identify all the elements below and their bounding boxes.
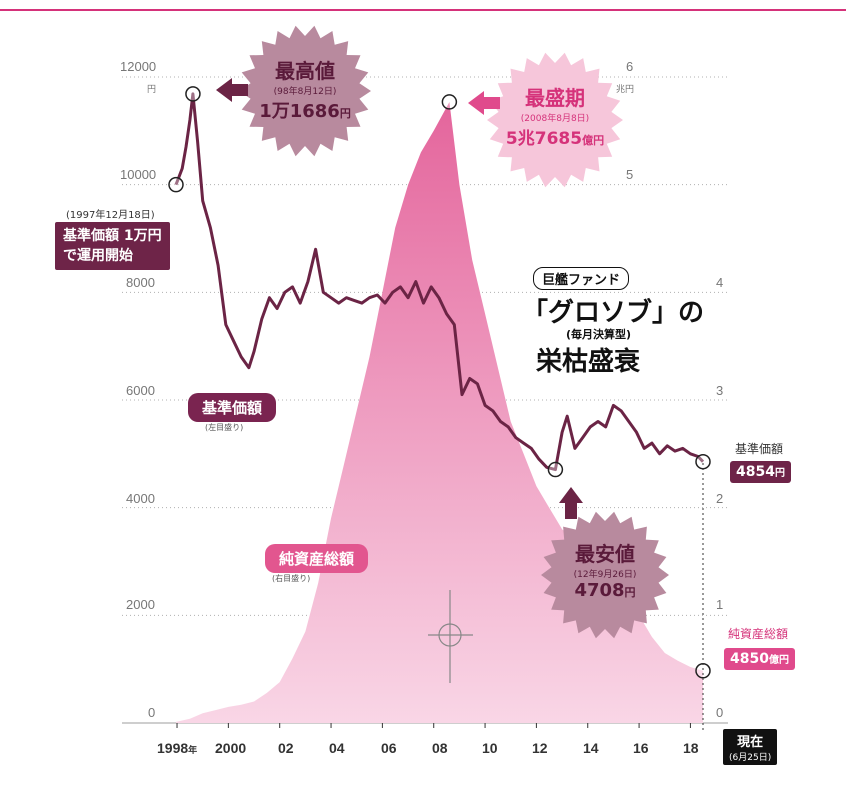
nav-end-value: 4854 — [736, 464, 775, 480]
aum-end-value-box: 4850億円 — [724, 648, 795, 670]
low-marker — [547, 461, 564, 478]
x-tick-14: 14 — [583, 740, 599, 756]
low-starburst — [541, 511, 669, 639]
r-unit-label: 兆円 — [616, 85, 635, 95]
high-unit: 円 — [339, 107, 351, 120]
r-tick-2: 2 — [716, 491, 724, 506]
start-line1: 基準価額 1万円 — [63, 228, 162, 244]
high-callout: 最高値 (98年8月12日) 1万1686円 — [245, 55, 365, 123]
title-main: 「グロソブ」の — [522, 298, 705, 328]
aum-end-value: 4850 — [730, 651, 769, 667]
r-tick-4: 4 — [716, 275, 724, 290]
nav-legend-pill: 基準価額 — [188, 393, 277, 422]
now-date: (6月25日) — [729, 753, 772, 763]
nav-end-unit: 円 — [774, 468, 785, 479]
y-tick-0: 0 — [148, 705, 156, 720]
high-label: 最高値 — [275, 59, 335, 83]
crosshair-icon — [428, 590, 473, 683]
high-value-row: 1万1686円 — [245, 97, 365, 123]
low-callout: 最安値 (12年9月26日) 4708円 — [545, 538, 665, 601]
start-callout-box: 基準価額 1万円 で運用開始 — [55, 222, 170, 270]
low-date: (12年9月26日) — [573, 570, 637, 580]
y-tick-10000: 10000 — [120, 167, 157, 182]
y-tick-4000: 4000 — [126, 491, 155, 506]
y-tick-8000: 8000 — [126, 275, 155, 290]
peak-date: (2008年8月8日) — [520, 114, 590, 124]
low-label: 最安値 — [575, 542, 635, 566]
nav-line — [174, 92, 705, 472]
now-label: 現在 — [737, 735, 764, 750]
start-line2: で運用開始 — [63, 248, 133, 264]
high-value: 1万1686 — [259, 101, 340, 122]
r-tick-5: 5 — [626, 167, 634, 182]
peak-marker — [441, 94, 458, 110]
x-tick-18: 18 — [683, 740, 699, 756]
now-box: 現在 (6月25日) — [723, 729, 778, 765]
x-tick-12: 12 — [532, 740, 548, 756]
high-starburst — [239, 25, 371, 157]
nav-end-title: 基準価額 — [735, 442, 784, 456]
y-tick-2000: 2000 — [126, 597, 155, 612]
high-marker — [185, 86, 201, 102]
aum-end-marker — [695, 663, 711, 679]
low-value: 4708 — [574, 580, 625, 601]
x-tick-08: 08 — [432, 740, 448, 756]
high-arrow-icon — [216, 78, 248, 102]
x-tick-02: 02 — [278, 740, 294, 756]
aum-end-unit: 億円 — [768, 655, 789, 666]
start-date: (1997年12月18日) — [66, 210, 155, 221]
r-tick-3: 3 — [716, 383, 724, 398]
peak-label: 最盛期 — [525, 86, 585, 110]
aum-end-title: 純資産総額 — [728, 627, 789, 641]
x-tick-2000: 2000 — [215, 740, 247, 756]
start-marker — [168, 176, 184, 193]
x-tick-04: 04 — [329, 740, 345, 756]
title-sub: (毎月決算型) — [566, 328, 632, 341]
x-tick-1998: 1998年 — [157, 740, 198, 756]
nav-end-marker — [695, 453, 711, 470]
r-tick-0: 0 — [716, 705, 724, 720]
low-arrow-icon — [559, 487, 583, 519]
aum-legend-pill: 純資産総額 — [265, 544, 369, 573]
peak-unit: 億円 — [582, 134, 605, 147]
x-tick-10: 10 — [482, 740, 498, 756]
peak-value-row: 5兆7685億円 — [492, 124, 618, 149]
nav-legend-note: (左目盛り) — [205, 423, 244, 432]
peak-arrow-icon — [468, 91, 500, 115]
aum-legend-note: (右目盛り) — [272, 574, 311, 583]
low-unit: 円 — [624, 586, 636, 599]
peak-value: 5兆7685 — [505, 129, 583, 149]
peak-callout: 最盛期 (2008年8月8日) 5兆7685億円 — [492, 82, 618, 149]
y-unit-label: 円 — [147, 85, 157, 95]
x-tick-06: 06 — [381, 740, 397, 756]
low-value-row: 4708円 — [545, 580, 665, 601]
title-line3: 栄枯盛衰 — [536, 347, 641, 377]
r-tick-1: 1 — [716, 597, 724, 612]
y-tick-12000: 12000 — [120, 59, 157, 74]
peak-starburst — [487, 52, 623, 188]
r-tick-6: 6 — [626, 59, 634, 74]
y-tick-6000: 6000 — [126, 383, 155, 398]
x-tick-16: 16 — [633, 740, 649, 756]
high-date: (98年8月12日) — [273, 87, 337, 97]
title-tag: 巨艦ファンド — [533, 267, 630, 290]
nav-end-value-box: 4854円 — [730, 461, 791, 483]
